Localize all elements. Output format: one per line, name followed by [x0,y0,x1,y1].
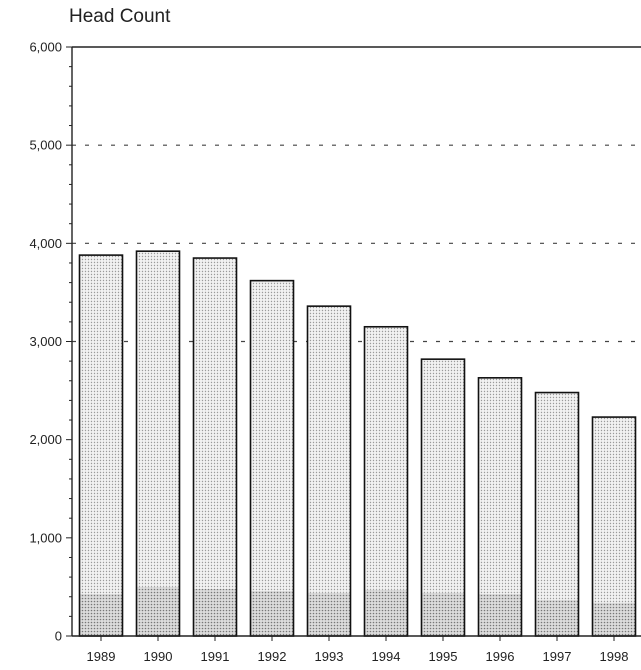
tick-labels: 0 1,000 2,000 3,000 4,000 5,000 6,000 1989 1990 1… [29,40,628,665]
bar-segment-upper [136,251,180,587]
bar-segment-upper [421,359,465,593]
bar-segment-lower [364,589,408,636]
y-tick-label: 5,000 [29,138,62,153]
axes [66,46,641,641]
bar-segment-lower [307,592,351,636]
bar-segment-lower [250,590,294,636]
bar-segment-upper [535,392,579,600]
bar-segment-lower [79,593,123,636]
chart-title: Head Count [69,6,171,27]
bar-segment-lower [535,599,579,636]
y-tick-label: 2,000 [29,432,62,447]
x-tick-label: 1991 [201,649,230,664]
bar-segment-upper [79,255,123,594]
x-tick-label: 1992 [258,649,287,664]
bar-segment-lower [478,593,522,636]
x-tick-label: 1995 [429,649,458,664]
bars [78,250,637,637]
bar-segment-upper [193,258,237,589]
y-tick-label: 4,000 [29,236,62,251]
x-tick-label: 1993 [315,649,344,664]
x-tick-label: 1990 [144,649,173,664]
y-tick-label: 0 [55,629,62,644]
bar-segment-lower [592,602,636,636]
x-tick-label: 1997 [543,649,572,664]
x-tick-label: 1994 [372,649,401,664]
bar-segment-upper [592,417,636,603]
x-tick-label: 1989 [87,649,116,664]
bar-segment-lower [421,592,465,636]
bar-segment-upper [250,280,294,591]
y-tick-label: 3,000 [29,334,62,349]
y-tick-label: 6,000 [29,40,62,55]
bar-segment-lower [193,588,237,636]
y-tick-label: 1,000 [29,530,62,545]
x-tick-label: 1996 [486,649,515,664]
bar-segment-upper [307,306,351,593]
bar-segment-upper [478,377,522,594]
bar-segment-upper [364,326,408,590]
bar-segment-lower [136,586,180,636]
x-tick-label: 1998 [600,649,629,664]
